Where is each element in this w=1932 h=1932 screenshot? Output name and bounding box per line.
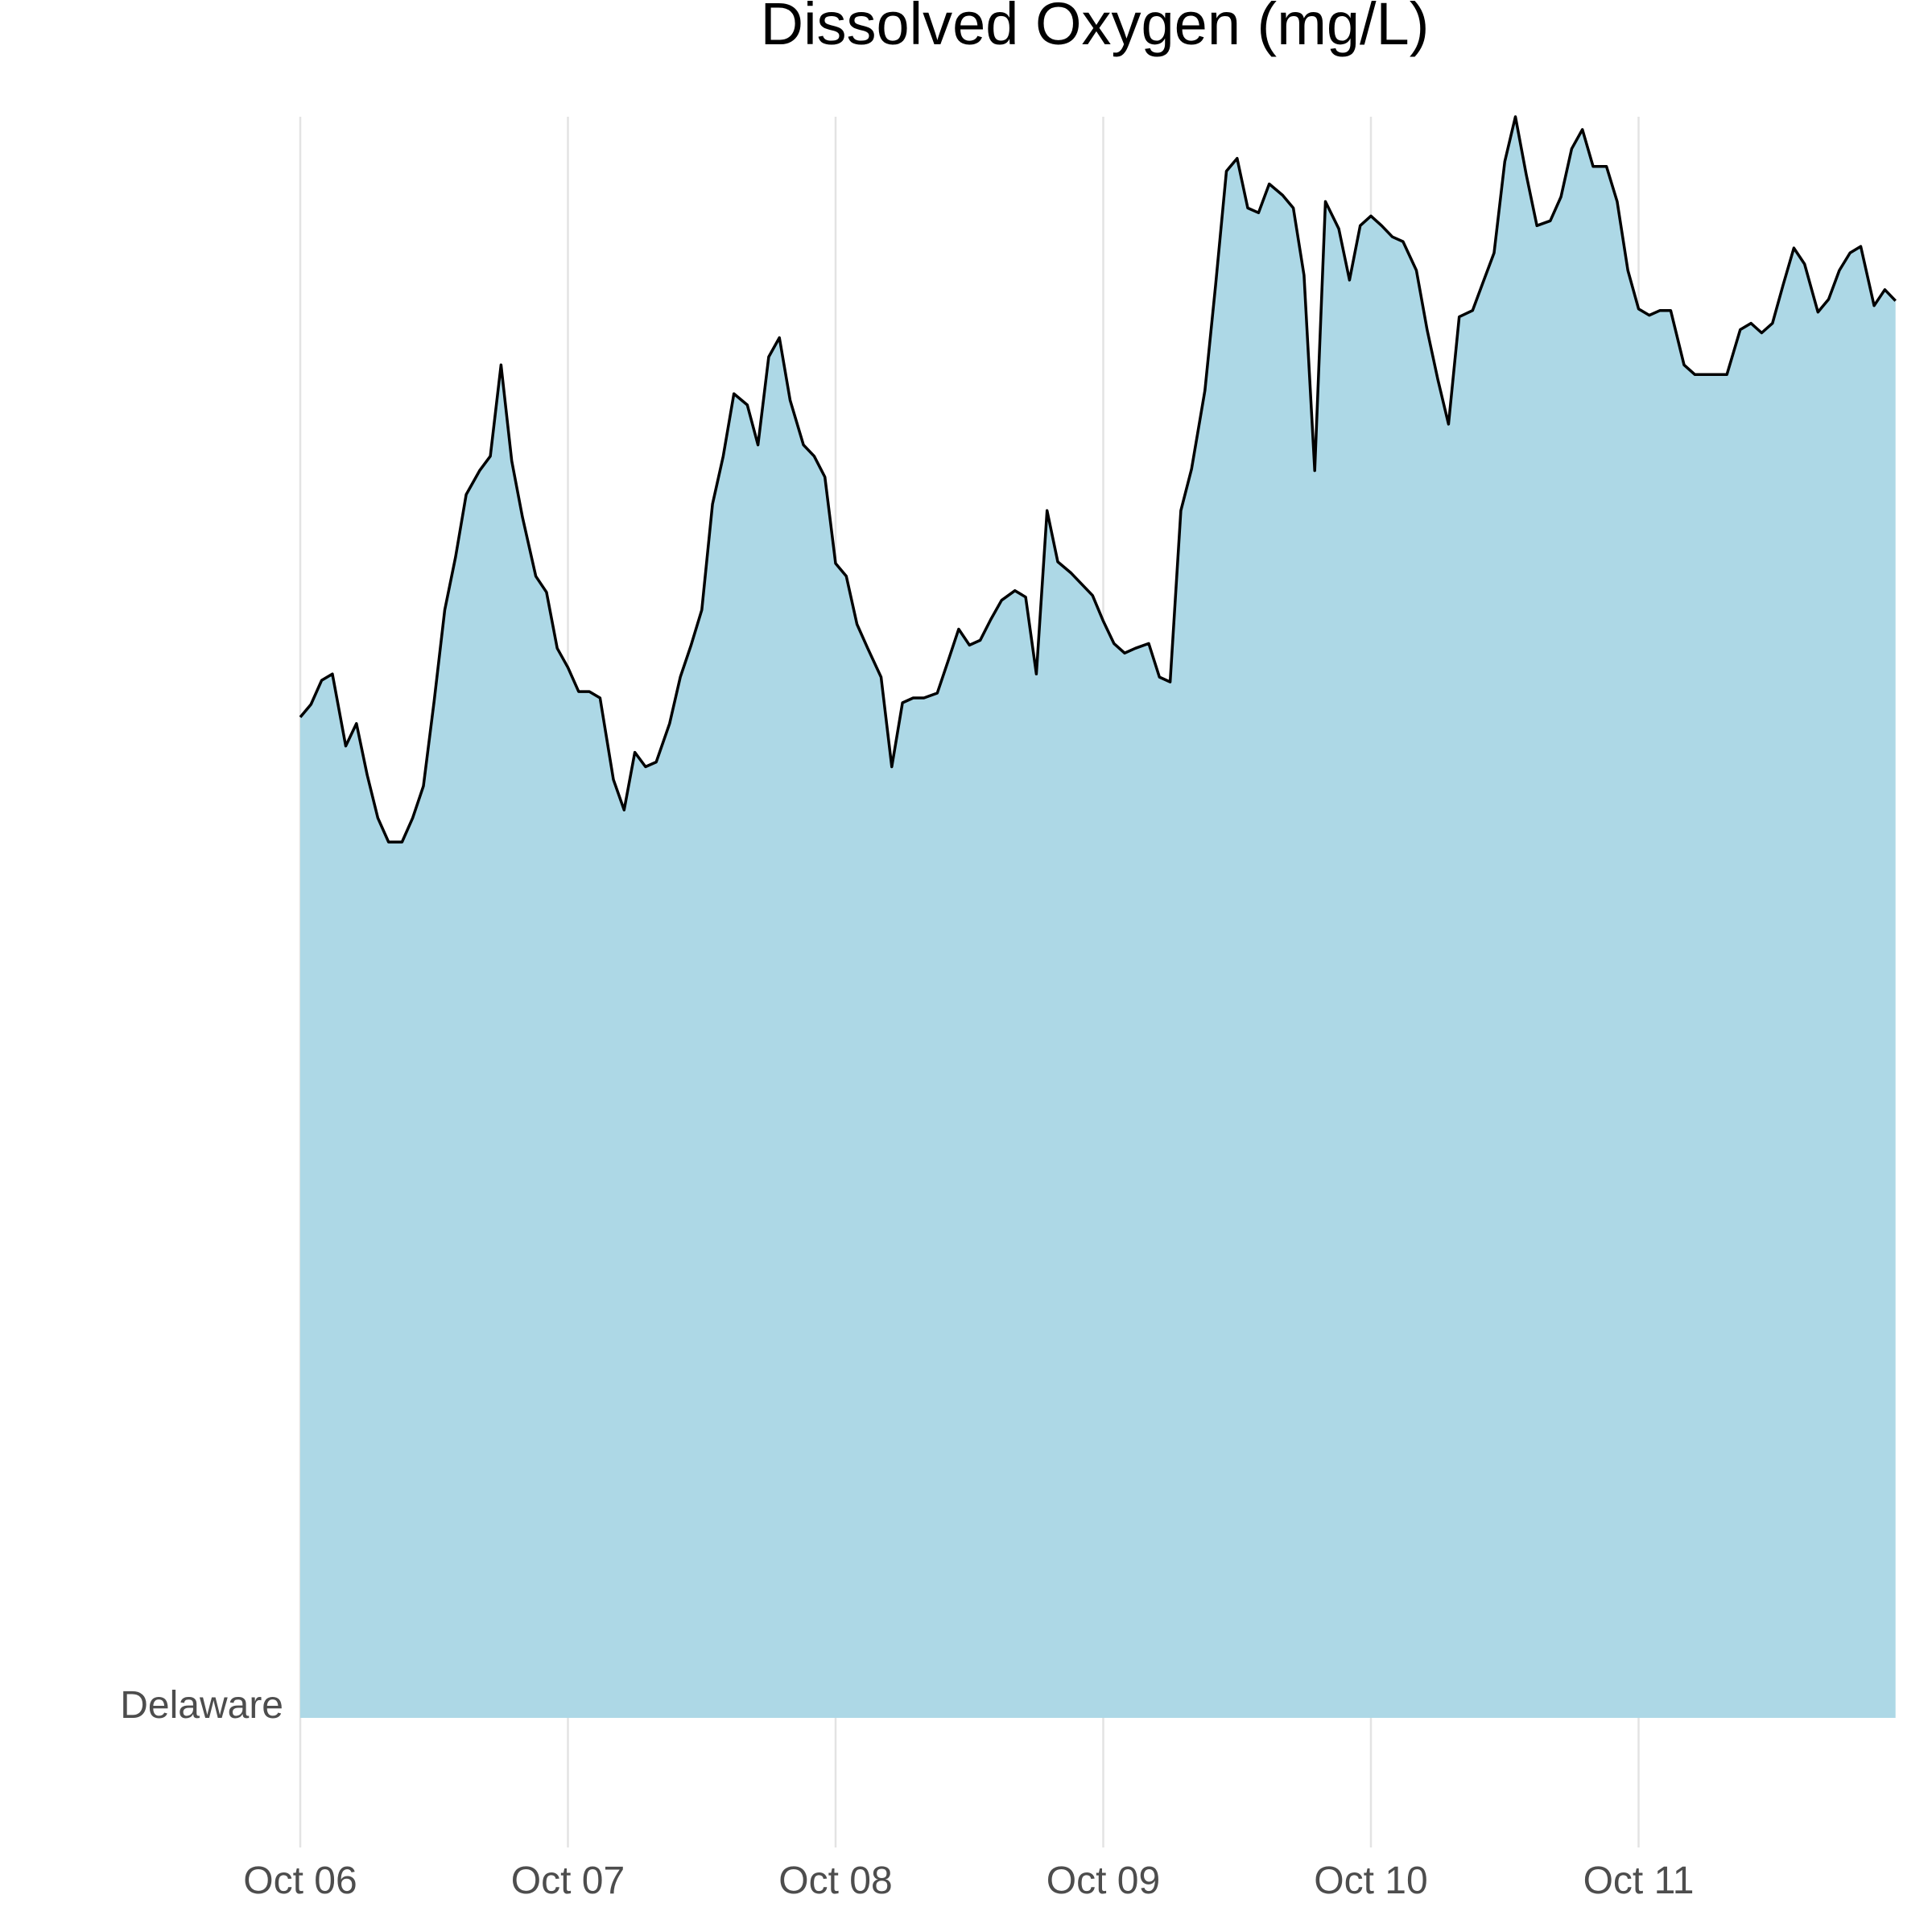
area-fill [300,117,1896,1718]
y-tick-label-delaware: Delaware [120,1684,283,1727]
series-line [299,115,1897,844]
x-tick-label: Oct 09 [1046,1860,1160,1902]
x-tick-label: Oct 08 [778,1860,892,1902]
x-tick-label: Oct 07 [511,1860,625,1902]
x-tick-label: Oct 11 [1583,1860,1695,1902]
x-tick-label: Oct 10 [1314,1860,1427,1902]
x-tick-label: Oct 06 [243,1860,357,1902]
x-axis-ticks: Oct 06 Oct 07 Oct 08 Oct 09 Oct 10 Oct 11 [243,1860,1694,1902]
chart-title: Dissolved Oxygen (mg/L) [761,0,1430,57]
